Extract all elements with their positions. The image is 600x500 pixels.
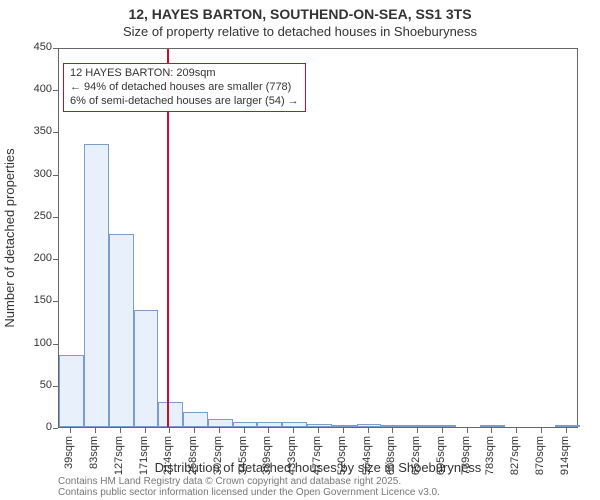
histogram-bar — [357, 424, 382, 427]
y-tick-mark — [53, 344, 58, 345]
x-tick-label: 477sqm — [311, 436, 325, 496]
x-tick-label: 258sqm — [187, 436, 201, 496]
x-tick-label: 433sqm — [286, 436, 300, 496]
chart-title: 12, HAYES BARTON, SOUTHEND-ON-SEA, SS1 3… — [0, 6, 600, 22]
y-tick-label: 400 — [12, 83, 52, 95]
x-tick-mark — [467, 428, 468, 433]
histogram-bar — [208, 419, 233, 427]
x-tick-label: 214sqm — [162, 436, 176, 496]
y-tick-label: 300 — [12, 168, 52, 180]
x-tick-label: 564sqm — [361, 436, 375, 496]
annotation-line: ← 94% of detached houses are smaller (77… — [70, 81, 299, 95]
histogram-bar — [480, 425, 505, 427]
y-tick-label: 250 — [12, 210, 52, 222]
plot-area: 12 HAYES BARTON: 209sqm← 94% of detached… — [58, 48, 578, 428]
histogram-bar — [282, 422, 307, 427]
annotation-box: 12 HAYES BARTON: 209sqm← 94% of detached… — [63, 63, 306, 112]
x-tick-mark — [244, 428, 245, 433]
x-tick-label: 83sqm — [88, 436, 102, 496]
x-tick-mark — [516, 428, 517, 433]
histogram-bar — [59, 355, 84, 427]
y-tick-label: 0 — [12, 421, 52, 433]
x-tick-mark — [120, 428, 121, 433]
x-tick-label: 389sqm — [261, 436, 275, 496]
y-tick-label: 350 — [12, 125, 52, 137]
x-tick-label: 171sqm — [138, 436, 152, 496]
x-tick-label: 914sqm — [559, 436, 573, 496]
annotation-line: 12 HAYES BARTON: 209sqm — [70, 67, 299, 81]
annotation-line: 6% of semi-detached houses are larger (5… — [70, 95, 299, 109]
x-tick-label: 870sqm — [534, 436, 548, 496]
x-tick-mark — [491, 428, 492, 433]
histogram-bar — [257, 422, 282, 427]
x-tick-label: 520sqm — [336, 436, 350, 496]
y-tick-mark — [53, 175, 58, 176]
y-tick-label: 50 — [12, 379, 52, 391]
y-tick-mark — [53, 301, 58, 302]
x-tick-mark — [343, 428, 344, 433]
histogram-bar — [555, 425, 580, 427]
chart-subtitle: Size of property relative to detached ho… — [0, 24, 600, 39]
x-tick-mark — [541, 428, 542, 433]
histogram-bar — [332, 425, 357, 427]
x-tick-mark — [268, 428, 269, 433]
histogram-bar — [183, 412, 208, 427]
histogram-bar — [109, 234, 134, 427]
histogram-bar — [307, 424, 332, 427]
x-tick-label: 39sqm — [63, 436, 77, 496]
x-tick-mark — [194, 428, 195, 433]
x-tick-mark — [70, 428, 71, 433]
y-tick-mark — [53, 48, 58, 49]
x-tick-label: 827sqm — [509, 436, 523, 496]
x-tick-mark — [318, 428, 319, 433]
histogram-chart: { "title": "12, HAYES BARTON, SOUTHEND-O… — [0, 0, 600, 500]
y-tick-label: 150 — [12, 294, 52, 306]
histogram-bar — [431, 425, 456, 427]
x-tick-label: 652sqm — [410, 436, 424, 496]
histogram-bar — [406, 425, 431, 427]
y-tick-mark — [53, 132, 58, 133]
x-tick-label: 302sqm — [212, 436, 226, 496]
x-tick-mark — [95, 428, 96, 433]
y-tick-label: 100 — [12, 337, 52, 349]
x-tick-label: 695sqm — [435, 436, 449, 496]
y-tick-label: 450 — [12, 41, 52, 53]
x-tick-mark — [442, 428, 443, 433]
histogram-bar — [158, 402, 183, 427]
x-tick-mark — [219, 428, 220, 433]
x-tick-label: 127sqm — [113, 436, 127, 496]
x-tick-label: 783sqm — [484, 436, 498, 496]
y-axis-label: Number of detached properties — [2, 48, 22, 428]
x-tick-mark — [368, 428, 369, 433]
y-tick-mark — [53, 259, 58, 260]
x-tick-label: 608sqm — [385, 436, 399, 496]
x-tick-mark — [566, 428, 567, 433]
x-tick-label: 739sqm — [460, 436, 474, 496]
y-tick-mark — [53, 428, 58, 429]
y-tick-label: 200 — [12, 252, 52, 264]
x-tick-mark — [417, 428, 418, 433]
x-tick-label: 345sqm — [237, 436, 251, 496]
x-tick-mark — [293, 428, 294, 433]
y-tick-mark — [53, 386, 58, 387]
histogram-bar — [381, 425, 406, 427]
histogram-bar — [233, 422, 258, 427]
y-tick-mark — [53, 90, 58, 91]
x-tick-mark — [145, 428, 146, 433]
y-tick-mark — [53, 217, 58, 218]
x-tick-mark — [392, 428, 393, 433]
histogram-bar — [134, 310, 159, 427]
x-tick-mark — [169, 428, 170, 433]
histogram-bar — [84, 144, 109, 427]
